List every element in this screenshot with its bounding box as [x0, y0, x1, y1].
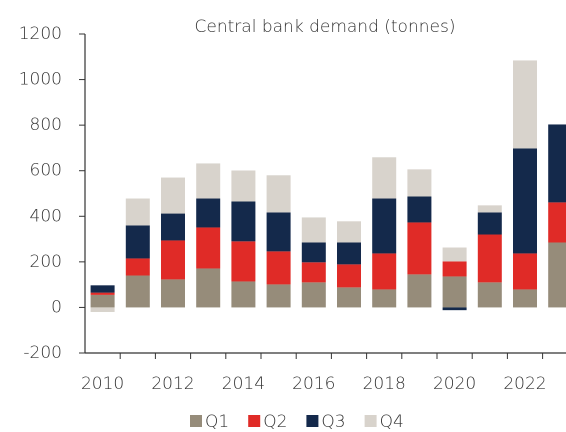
y-tick-label: 800 — [30, 115, 62, 135]
bar-segment — [477, 212, 502, 235]
bar-segment — [513, 289, 537, 308]
bar-segment — [231, 201, 256, 242]
bar-segment — [337, 264, 361, 288]
bar-segment — [477, 205, 502, 213]
bar-segment — [196, 268, 221, 308]
bar-segment — [161, 177, 185, 214]
bar-segment — [372, 198, 397, 254]
bar-segment — [125, 258, 150, 276]
x-tick-label: 2014 — [222, 374, 265, 394]
x-tick-label: 2022 — [503, 374, 546, 394]
legend-swatch — [306, 415, 319, 427]
bar-segment — [161, 213, 185, 241]
bar-segment — [337, 221, 361, 243]
legend-label: Q4 — [380, 412, 404, 432]
x-tick-label: 2010 — [81, 374, 124, 394]
bar-segment — [548, 202, 566, 243]
legend-swatch — [190, 415, 202, 427]
bar-segment — [477, 234, 502, 283]
bar-segment — [442, 247, 467, 262]
y-tick-label: 400 — [30, 206, 62, 226]
bar-segment — [231, 170, 256, 202]
bar-segment — [266, 212, 291, 252]
bar-segment — [90, 285, 115, 293]
bar-segment — [337, 242, 361, 265]
legend-label: Q3 — [321, 412, 345, 432]
bar-segment — [442, 261, 467, 277]
bar-segment — [90, 307, 115, 312]
bar-segment — [442, 307, 467, 311]
bar-segment — [125, 275, 150, 308]
bar-segment — [513, 60, 537, 149]
bar-segment — [407, 169, 432, 197]
legend-swatch — [364, 415, 377, 427]
bar-segment — [407, 274, 432, 308]
bar-segment — [407, 222, 432, 275]
bar-segment — [372, 157, 397, 199]
bar-segment — [125, 198, 150, 226]
bar-segment — [548, 124, 566, 203]
bar-segment — [125, 225, 150, 259]
y-tick-label: 0 — [51, 297, 62, 317]
bar-segment — [337, 287, 361, 308]
legend-label: Q1 — [205, 412, 229, 432]
bar-segment — [372, 253, 397, 290]
bar-segment — [231, 281, 256, 308]
chart-title: Central bank demand (tonnes) — [195, 17, 456, 37]
bar-segment — [196, 227, 221, 269]
bar-segment — [301, 242, 326, 263]
bar-segment — [407, 196, 432, 223]
y-tick-label: 600 — [30, 161, 62, 181]
bar-segment — [513, 253, 537, 290]
x-tick-label: 2018 — [363, 374, 406, 394]
bar-segment — [548, 242, 566, 308]
bar-segment — [442, 276, 467, 308]
bar-segment — [301, 262, 326, 283]
x-tick-label: 2012 — [151, 374, 194, 394]
y-tick-label: 1200 — [19, 24, 62, 44]
bar-segment — [196, 163, 221, 199]
bar-segment — [231, 241, 256, 282]
bar-segment — [301, 282, 326, 308]
bar-segment — [266, 284, 291, 308]
bar-segment — [477, 282, 502, 308]
y-tick-label: -200 — [23, 343, 62, 363]
y-tick-label: 1000 — [19, 70, 62, 90]
legend-swatch — [248, 415, 261, 427]
bar-segment — [266, 251, 291, 285]
bar-segment — [161, 240, 185, 280]
legend-label: Q2 — [263, 412, 287, 432]
bar-segment — [196, 198, 221, 228]
x-tick-label: 2016 — [292, 374, 335, 394]
bar-segment — [266, 175, 291, 213]
bar-segment — [372, 289, 397, 308]
y-tick-label: 200 — [30, 252, 62, 272]
bar-segment — [90, 294, 115, 308]
bar-segment — [513, 148, 537, 254]
bar-segment — [90, 292, 115, 295]
bar-segment — [161, 279, 185, 308]
x-tick-label: 2020 — [433, 374, 476, 394]
bar-segment — [301, 217, 326, 243]
